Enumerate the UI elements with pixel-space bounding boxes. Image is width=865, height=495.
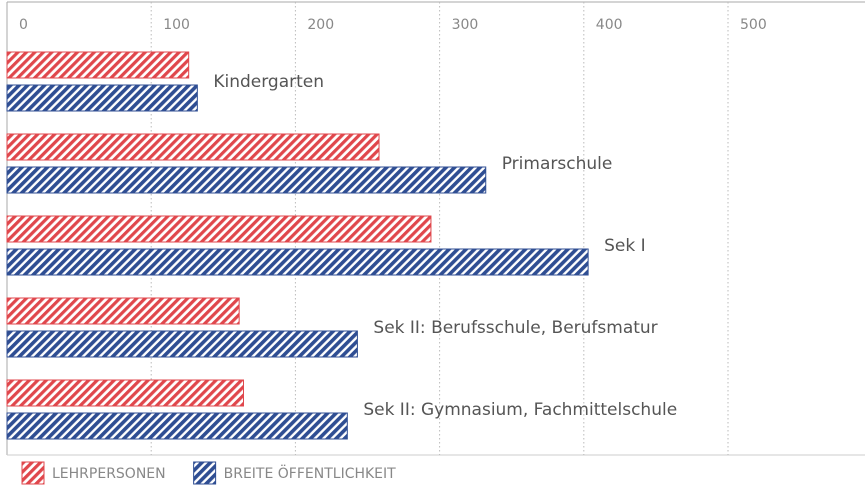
legend-swatch	[21, 461, 45, 485]
bar	[6, 297, 240, 325]
legend-swatch	[193, 461, 217, 485]
x-tick-label: 0	[19, 17, 28, 33]
bar	[6, 215, 432, 243]
bar	[6, 248, 589, 276]
category-label: Sek II: Gymnasium, Fachmittelschule	[363, 400, 677, 420]
category-label: Sek II: Berufsschule, Berufsmatur	[373, 318, 657, 338]
bar	[6, 330, 358, 358]
x-tick-label: 300	[452, 17, 479, 33]
x-tick-label: 500	[740, 17, 767, 33]
category-label: Kindergarten	[213, 72, 324, 92]
category-label: Sek I	[604, 236, 646, 256]
bar	[6, 379, 244, 407]
bar	[6, 51, 190, 79]
bar	[6, 412, 348, 440]
bar	[6, 133, 380, 161]
x-tick-label: 100	[163, 17, 190, 33]
legend-label: LEHRPERSONEN	[52, 466, 166, 482]
x-tick-label: 200	[307, 17, 334, 33]
bar	[6, 84, 198, 112]
x-tick-label: 400	[596, 17, 623, 33]
category-label: Primarschule	[502, 154, 613, 174]
bar	[6, 166, 487, 194]
legend-label: BREITE ÖFFENTLICHKEIT	[224, 464, 397, 482]
